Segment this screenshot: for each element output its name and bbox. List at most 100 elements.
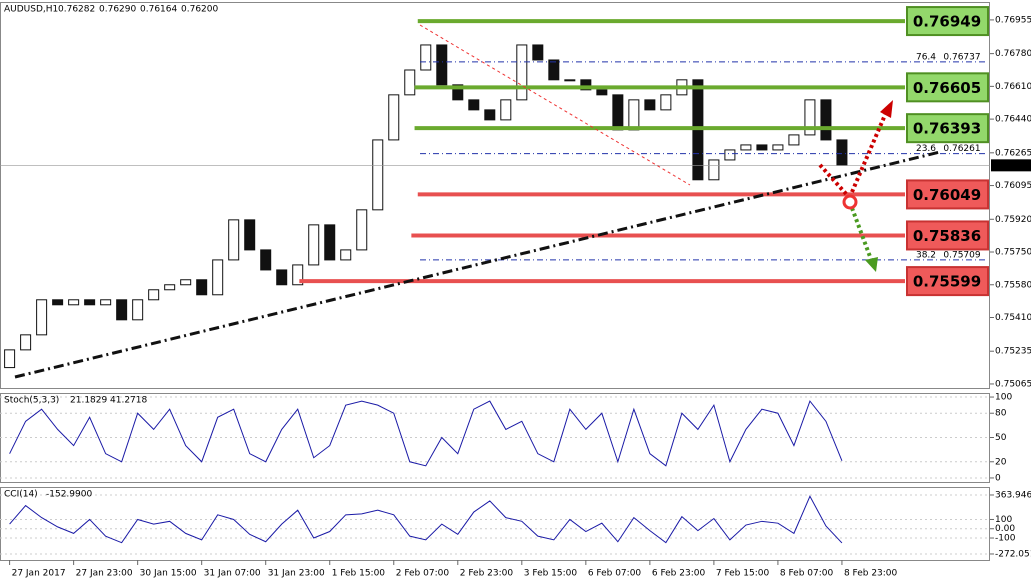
candle xyxy=(196,279,208,296)
candle xyxy=(388,94,400,141)
y-tick-label: 80 xyxy=(995,409,1007,419)
level-label: 0.76949 xyxy=(913,13,981,31)
candle xyxy=(132,299,144,321)
candle xyxy=(420,44,432,71)
candle xyxy=(180,279,192,286)
candle xyxy=(164,284,176,291)
candle xyxy=(148,289,160,301)
candle xyxy=(404,69,416,96)
fib-level-name: 76.4 xyxy=(916,52,936,62)
candle xyxy=(788,134,800,146)
candle xyxy=(292,264,304,286)
candle xyxy=(756,144,768,151)
fib-price: 0.76261 xyxy=(943,144,980,154)
candle xyxy=(340,249,352,261)
last-price-box xyxy=(991,159,1031,172)
x-tick-label: 6 Feb 07:00 xyxy=(588,569,642,579)
candle xyxy=(804,99,816,136)
candle xyxy=(772,144,784,151)
x-tick-label: 31 Jan 07:00 xyxy=(204,569,261,579)
candle xyxy=(484,109,496,121)
y-tick-label: -272.0518 xyxy=(995,549,1031,559)
last-price-label: 0.76200 xyxy=(993,161,1030,171)
fib-level-name: 38.2 xyxy=(916,250,936,260)
indicator-title: Stoch(5,3,3) xyxy=(4,396,59,406)
candle xyxy=(20,334,32,351)
candle xyxy=(308,224,320,266)
y-tick-label: 0 xyxy=(995,473,1001,483)
level-box xyxy=(906,266,989,297)
cci-frame xyxy=(0,487,990,561)
candle xyxy=(260,249,272,271)
y-tick-label: 20 xyxy=(995,457,1007,467)
candle xyxy=(532,44,544,61)
x-tick-label: 2 Feb 23:00 xyxy=(460,569,514,579)
x-tick-label: 6 Feb 23:00 xyxy=(652,569,706,579)
candle xyxy=(660,94,672,111)
header-quote: 0.76290 xyxy=(99,5,136,15)
candle xyxy=(276,269,288,286)
candle xyxy=(52,299,64,306)
candle xyxy=(228,219,240,261)
y-tick-label: 50 xyxy=(995,433,1007,443)
fib-level-name: 23.6 xyxy=(916,144,936,154)
x-tick-label: 2 Feb 07:00 xyxy=(396,569,450,579)
candle xyxy=(564,79,576,82)
candle xyxy=(356,209,368,251)
level-box xyxy=(906,72,989,103)
candle xyxy=(452,84,464,101)
candle xyxy=(548,59,560,81)
header-quote: 0.76164 xyxy=(140,5,177,15)
level-box xyxy=(906,6,989,37)
indicator-reading: 21.1829 xyxy=(70,396,107,406)
y-tick-label: 363.9468 xyxy=(995,490,1031,500)
arrow-head xyxy=(865,257,878,272)
y-tick-label: -100 xyxy=(995,534,1016,544)
candle xyxy=(612,94,624,131)
indicator-title: CCI(14) xyxy=(4,490,38,500)
header-quote: 0.76200 xyxy=(181,5,218,15)
x-tick-label: 8 Feb 07:00 xyxy=(780,569,834,579)
level-box xyxy=(906,179,989,210)
candle xyxy=(580,79,592,91)
y-tick-label: 100 xyxy=(995,515,1012,525)
pivot-marker xyxy=(842,194,858,210)
candle xyxy=(836,139,848,166)
indicator-line xyxy=(9,400,843,467)
candle xyxy=(84,299,96,306)
indicator-reading: 41.2718 xyxy=(110,396,147,406)
y-tick-label: 0.76095 xyxy=(995,181,1031,191)
candle xyxy=(436,44,448,86)
y-tick-label: 0.76610 xyxy=(995,82,1031,92)
x-tick-label: 27 Jan 23:00 xyxy=(76,569,133,579)
candle xyxy=(708,159,720,181)
y-tick-label: 0.75410 xyxy=(995,313,1031,323)
x-tick-label: 27 Jan 2017 xyxy=(12,569,66,579)
y-tick-label: 0.76265 xyxy=(995,148,1031,158)
fib-price: 0.76737 xyxy=(943,52,980,62)
header-quote: 0.76282 xyxy=(58,5,95,15)
level-label: 0.75599 xyxy=(913,273,981,291)
candle xyxy=(644,99,656,111)
x-tick-label: 3 Feb 15:00 xyxy=(524,569,578,579)
candle xyxy=(372,139,384,211)
candle xyxy=(500,99,512,121)
candle xyxy=(36,299,48,336)
candle xyxy=(116,299,128,321)
candle xyxy=(724,149,736,161)
y-tick-label: 0.75065 xyxy=(995,379,1031,389)
x-tick-label: 7 Feb 15:00 xyxy=(716,569,770,579)
candle xyxy=(4,349,16,369)
x-tick-label: 8 Feb 23:00 xyxy=(844,569,898,579)
candle xyxy=(628,99,640,131)
candle xyxy=(244,219,256,251)
y-tick-label: 0.76440 xyxy=(995,115,1031,125)
arrow-down-red xyxy=(818,163,850,198)
y-tick-label: 0.76955 xyxy=(995,15,1031,25)
main-frame xyxy=(0,2,990,389)
y-tick-label: 0.75920 xyxy=(995,215,1031,225)
candle xyxy=(516,44,528,101)
candle xyxy=(324,224,336,261)
trend-line xyxy=(14,150,941,379)
